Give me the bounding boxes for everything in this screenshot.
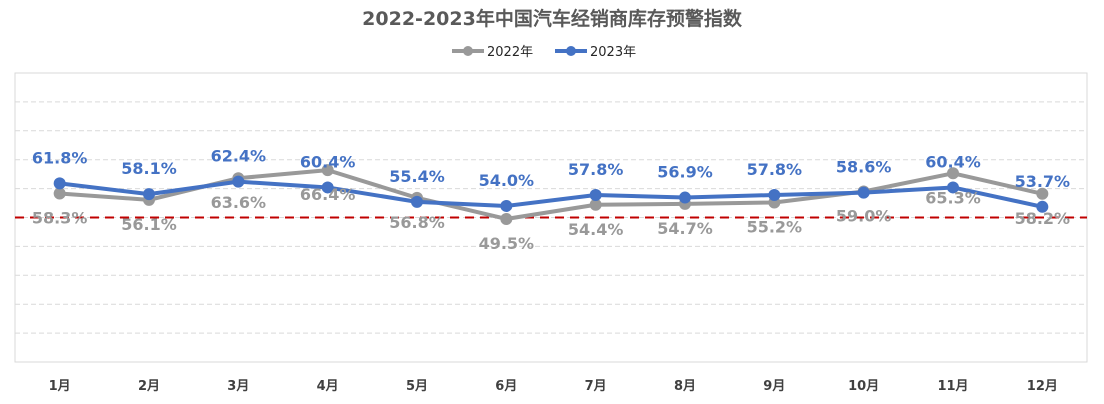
- x-tick-label: 11月: [937, 379, 968, 394]
- x-tick-label: 5月: [406, 379, 428, 394]
- data-point-2023: [500, 199, 513, 212]
- x-tick-label: 4月: [317, 379, 339, 394]
- chart-title: 2022-2023年中国汽车经销商库存预警指数: [362, 7, 743, 30]
- data-label-2022: 56.8%: [389, 213, 445, 232]
- x-tick-label: 6月: [495, 379, 517, 394]
- x-tick-label: 3月: [227, 379, 249, 394]
- data-point-2022: [589, 198, 602, 211]
- data-label-2022: 49.5%: [479, 234, 535, 253]
- data-label-2022: 66.4%: [300, 185, 356, 204]
- data-point-2023: [232, 175, 245, 188]
- data-label-2022: 55.2%: [747, 217, 803, 236]
- data-label-2023: 57.8%: [568, 160, 624, 179]
- data-label-2023: 58.1%: [121, 159, 177, 178]
- data-label-2023: 60.4%: [300, 152, 356, 171]
- data-label-2023: 57.8%: [747, 160, 803, 179]
- data-label-2023: 61.8%: [32, 148, 88, 167]
- x-tick-label: 2月: [138, 379, 160, 394]
- legend-label-2022: 2022年: [487, 45, 533, 60]
- data-point-2023: [53, 177, 66, 190]
- data-point-2022: [321, 164, 334, 177]
- data-label-2022: 54.7%: [657, 219, 713, 238]
- data-point-2022: [500, 212, 513, 225]
- data-point-2022: [53, 187, 66, 200]
- legend-item-2023: 2023年: [555, 45, 636, 60]
- data-point-2023: [589, 188, 602, 201]
- plot-area: 1月 2月 3月 4月 5月 6月 7月 8月 9月 10月 11月 12月 58.3% 56.1% 63.…: [14, 72, 1088, 394]
- x-tick-label: 1月: [49, 379, 71, 394]
- data-point-2023: [768, 188, 781, 201]
- x-tick-label: 7月: [585, 379, 607, 394]
- x-tick-label: 8月: [674, 379, 696, 394]
- data-point-2023: [679, 191, 691, 204]
- data-label-2022: 59.0%: [836, 206, 892, 225]
- data-label-2023: 53.7%: [1015, 172, 1071, 191]
- x-tick-label: 12月: [1027, 379, 1058, 394]
- data-label-2023: 55.4%: [389, 167, 445, 186]
- x-tick-label: 10月: [848, 379, 879, 394]
- data-point-2023: [143, 188, 155, 201]
- data-point-2023: [947, 181, 959, 194]
- series-line-2023: [59, 179, 1043, 209]
- data-label-2022: 54.4%: [568, 220, 624, 239]
- data-point-2023: [411, 195, 423, 208]
- legend: 2022年 2023年: [452, 45, 636, 60]
- data-label-2023: 60.4%: [925, 152, 981, 171]
- data-label-2022: 58.3%: [32, 209, 88, 228]
- data-label-2022: 65.3%: [925, 188, 981, 207]
- legend-item-2022: 2022年: [452, 45, 533, 60]
- data-label-2022: 58.2%: [1015, 209, 1071, 228]
- data-label-2022: 63.6%: [211, 193, 267, 212]
- series-line-2022: [59, 168, 1043, 221]
- x-tick-label: 9月: [763, 379, 785, 394]
- data-point-2022: [947, 167, 959, 180]
- data-point-2022: [1036, 187, 1049, 200]
- data-label-2023: 62.4%: [211, 147, 267, 166]
- data-label-2023: 58.6%: [836, 158, 892, 177]
- data-point-2023: [857, 186, 870, 199]
- data-label-2023: 56.9%: [657, 163, 713, 182]
- data-point-2023: [321, 181, 334, 194]
- data-label-2022: 56.1%: [121, 215, 177, 234]
- data-label-2023: 54.0%: [479, 171, 535, 190]
- data-point-2023: [1036, 200, 1049, 213]
- legend-label-2023: 2023年: [590, 45, 636, 60]
